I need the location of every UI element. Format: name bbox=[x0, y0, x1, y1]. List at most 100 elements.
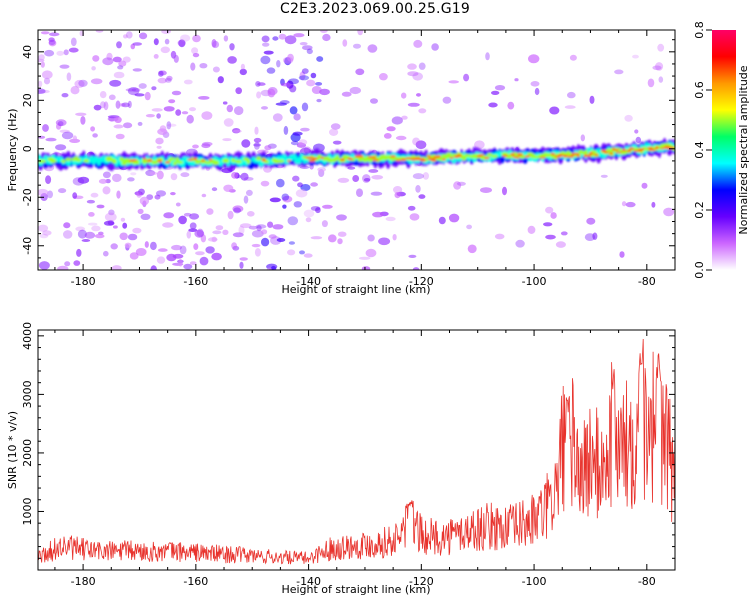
noise-blob bbox=[63, 222, 71, 229]
noise-blob bbox=[102, 171, 111, 179]
signal-blob bbox=[308, 159, 316, 163]
noise-blob bbox=[73, 260, 81, 266]
noise-blob bbox=[254, 248, 261, 257]
noise-blob bbox=[196, 228, 204, 237]
noise-blob bbox=[321, 220, 328, 228]
noise-blob bbox=[292, 175, 300, 182]
noise-blob bbox=[192, 34, 201, 43]
noise-blob bbox=[131, 87, 141, 92]
noise-blob bbox=[580, 134, 585, 142]
spectrogram-frame bbox=[37, 29, 676, 271]
colorbar-label: Normalized spectral amplitude bbox=[737, 65, 750, 234]
noise-blob bbox=[122, 222, 128, 229]
noise-blob bbox=[125, 88, 137, 92]
noise-blob bbox=[90, 78, 103, 85]
noise-blob bbox=[226, 104, 233, 113]
snr-panel: -180 -160 -140 -120 -100 -80 1000 2000 3000 4000… bbox=[6, 322, 676, 596]
noise-blob bbox=[329, 128, 339, 136]
noise-blob bbox=[564, 105, 576, 109]
noise-blob bbox=[76, 248, 82, 257]
signal-blob bbox=[479, 154, 485, 156]
noise-blob bbox=[363, 178, 371, 182]
noise-blob bbox=[534, 87, 540, 96]
noise-blob bbox=[92, 55, 100, 62]
signal-blob bbox=[626, 149, 632, 153]
noise-blob bbox=[261, 229, 268, 235]
noise-blob bbox=[231, 242, 238, 250]
noise-blob bbox=[121, 102, 130, 108]
noise-blob bbox=[260, 55, 271, 65]
spectrogram-y-ticks: -40 -20 0 20 40 bbox=[21, 39, 675, 271]
signal-blob bbox=[151, 160, 159, 165]
noise-blob bbox=[442, 96, 452, 104]
signal-blob bbox=[646, 146, 653, 149]
noise-blob bbox=[287, 53, 294, 62]
noise-blob bbox=[652, 65, 662, 71]
noise-blob bbox=[355, 68, 365, 76]
noise-blob bbox=[448, 80, 460, 84]
noise-blob bbox=[206, 208, 214, 215]
noise-blob bbox=[413, 39, 423, 48]
noise-blob bbox=[379, 73, 388, 81]
noise-blob bbox=[253, 143, 262, 147]
noise-blob bbox=[543, 222, 553, 227]
noise-blob bbox=[47, 190, 53, 199]
noise-blob bbox=[474, 140, 485, 149]
noise-blob bbox=[59, 129, 70, 133]
noise-blob bbox=[515, 239, 525, 248]
signal-blob bbox=[168, 157, 176, 161]
noise-blob bbox=[263, 50, 274, 55]
noise-blob bbox=[395, 135, 407, 141]
noise-blob bbox=[138, 83, 147, 89]
colorbar-tick-label: 0.2 bbox=[693, 201, 706, 219]
noise-blob bbox=[161, 30, 171, 34]
noise-blob bbox=[181, 111, 189, 115]
noise-blob bbox=[171, 244, 182, 251]
noise-blob bbox=[299, 71, 306, 81]
noise-blob bbox=[301, 102, 309, 112]
noise-blob bbox=[586, 217, 596, 225]
noise-blob bbox=[151, 86, 157, 91]
noise-blob bbox=[192, 53, 200, 58]
noise-blob bbox=[299, 42, 308, 46]
noise-blob bbox=[422, 172, 429, 180]
noise-blob bbox=[306, 79, 316, 87]
noise-blob bbox=[199, 256, 209, 266]
noise-blob bbox=[407, 102, 420, 107]
signal-blob bbox=[648, 148, 656, 152]
noise-blob bbox=[157, 248, 168, 252]
snr-x-tick-label: -80 bbox=[638, 575, 656, 588]
noise-blob bbox=[589, 95, 595, 104]
noise-blob bbox=[94, 233, 105, 239]
noise-blob bbox=[108, 94, 116, 101]
noise-blob bbox=[254, 141, 260, 150]
noise-blob bbox=[401, 115, 408, 120]
noise-blob bbox=[188, 228, 198, 232]
noise-blob bbox=[267, 88, 276, 98]
noise-blob bbox=[212, 66, 220, 73]
noise-blob bbox=[149, 171, 158, 175]
noise-blob bbox=[368, 169, 379, 173]
noise-blob bbox=[341, 91, 352, 97]
snr-y-tick-label: 3000 bbox=[21, 380, 34, 408]
noise-blob bbox=[241, 139, 251, 148]
noise-blob bbox=[202, 141, 213, 147]
noise-blob bbox=[191, 47, 199, 55]
noise-blob bbox=[412, 72, 424, 81]
noise-blob bbox=[171, 90, 182, 96]
signal-blob bbox=[193, 157, 198, 161]
noise-blob bbox=[179, 245, 187, 255]
noise-blob bbox=[280, 82, 292, 87]
signal-blob bbox=[426, 155, 432, 158]
noise-blob bbox=[229, 43, 235, 51]
noise-blob bbox=[306, 48, 313, 55]
signal-blob bbox=[445, 152, 453, 158]
noise-blob bbox=[61, 131, 74, 140]
signal-blob bbox=[111, 158, 117, 164]
noise-blob bbox=[167, 123, 177, 127]
noise-blob bbox=[77, 229, 87, 239]
noise-blob bbox=[223, 184, 234, 192]
noise-blob bbox=[156, 170, 164, 180]
noise-blob bbox=[178, 39, 186, 48]
noise-blob bbox=[287, 249, 296, 256]
